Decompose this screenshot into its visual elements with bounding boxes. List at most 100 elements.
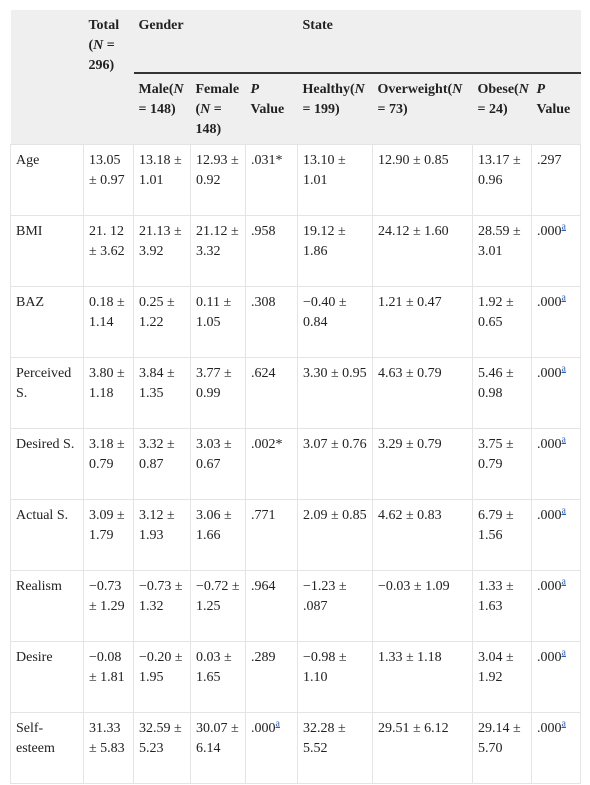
footnote-link[interactable]: a [561,434,566,446]
header-text: Obese( [477,82,519,97]
cell: 1.92 ± 0.65 [472,286,532,358]
cell: 0.03 ± 1.65 [190,641,246,713]
cell: 0.18 ± 1.14 [83,286,134,358]
cell: 3.03 ± 0.67 [190,428,246,500]
cell: −1.23 ± .087 [297,570,373,642]
header-text: Overweight( [377,82,453,97]
footnote-link[interactable]: a [561,221,566,233]
cell: −0.98 ± 1.10 [297,641,373,713]
cell-value: .000 [537,295,562,310]
cell: 4.63 ± 0.79 [372,357,473,429]
header-text: N [93,38,104,53]
group-header: Gender [133,10,298,74]
header-text: Female ( [195,82,240,117]
table-row: Desire −0.08 ± 1.81 −0.20 ± 1.95 0.03 ± 1.6… [10,641,582,713]
total-header: Total (N = 296) [83,10,134,145]
table-row: Perceived S. 3.80 ± 1.18 3.84 ± 1.35 3.77 ±… [10,357,582,429]
column-header: P Value [531,73,581,145]
row-label: Desire [10,641,84,713]
column-header: Overweight(N = 73) [372,73,473,145]
header-text: = 73) [377,102,408,117]
header-text: = 24) [477,102,508,117]
cell: 29.14 ± 5.70 [472,712,532,784]
cell-value: .000 [537,721,562,736]
cell: .308 [245,286,298,358]
cell: 3.32 ± 0.87 [133,428,191,500]
group-header: State [297,10,581,74]
cell: 1.33 ± 1.63 [472,570,532,642]
cell: 3.75 ± 0.79 [472,428,532,500]
cell: 31.33 ± 5.83 [83,712,134,784]
row-label: Actual S. [10,499,84,571]
cell: 13.05 ± 0.97 [83,144,134,216]
cell-value: .000 [537,224,562,239]
header-text: = 148) [138,102,176,117]
cell: 21. 12 ± 3.62 [83,215,134,287]
header-text: = 148) [195,102,222,137]
footnote-link[interactable]: a [561,292,566,304]
column-header: P Value [245,73,298,145]
cell: .002* [245,428,298,500]
cell: 21.13 ± 3.92 [133,215,191,287]
cell: 28.59 ± 3.01 [472,215,532,287]
cell: .297 [530,144,582,216]
header-text: N [452,82,463,97]
footnote-link[interactable]: a [561,647,566,659]
cell: −0.03 ± 1.09 [372,570,473,642]
cell: 21.12 ± 3.32 [190,215,246,287]
cell-value: .000 [537,650,562,665]
table-row: BMI 21. 12 ± 3.62 21.13 ± 3.92 21.12 ± 3.32… [10,215,582,287]
cell: 3.09 ± 1.79 [83,499,134,571]
cell: 13.10 ± 1.01 [297,144,373,216]
cell: .964 [245,570,298,642]
header-text: = 199) [302,102,340,117]
footnote-link[interactable]: a [561,363,566,375]
corner-cell [10,10,84,145]
cell: 3.06 ± 1.66 [190,499,246,571]
header-text: N [354,82,365,97]
data-table: Total (N = 296) Gender State Male(N = 14… [10,10,582,784]
cell: 3.29 ± 0.79 [372,428,473,500]
header-text: N [173,82,184,97]
cell: −0.08 ± 1.81 [83,641,134,713]
table-row: BAZ 0.18 ± 1.14 0.25 ± 1.22 0.11 ± 1.05.308… [10,286,582,358]
cell: 12.90 ± 0.85 [372,144,473,216]
table-row: Desired S. 3.18 ± 0.79 3.32 ± 0.87 3.03 ± 0… [10,428,582,500]
column-header: Obese(N = 24) [472,73,532,145]
cell: 13.18 ± 1.01 [133,144,191,216]
cell: .000a [530,570,582,642]
cell-value: .000 [537,508,562,523]
table-row: Realism −0.73 ± 1.29 −0.73 ± 1.32 −0.72 ± 1… [10,570,582,642]
cell: 3.18 ± 0.79 [83,428,134,500]
cell: 24.12 ± 1.60 [372,215,473,287]
cell: −0.40 ± 0.84 [297,286,373,358]
cell: −0.73 ± 1.29 [83,570,134,642]
cell-value: .000 [537,366,562,381]
cell: 19.12 ± 1.86 [297,215,373,287]
cell: .771 [245,499,298,571]
cell: 32.59 ± 5.23 [133,712,191,784]
cell: 12.93 ± 0.92 [190,144,246,216]
cell: 3.07 ± 0.76 [297,428,373,500]
footnote-link[interactable]: a [275,718,280,730]
cell: .289 [245,641,298,713]
cell: 5.46 ± 0.98 [472,357,532,429]
cell: 30.07 ± 6.14 [190,712,246,784]
table-row: Self-esteem 31.33 ± 5.83 32.59 ± 5.23 30.07… [10,712,582,784]
header-text: Healthy( [302,82,355,97]
cell: 3.30 ± 0.95 [297,357,373,429]
header-text: P [250,82,260,97]
row-label: BAZ [10,286,84,358]
cell: 1.21 ± 0.47 [372,286,473,358]
header-text: Value [536,102,571,117]
footnote-link[interactable]: a [561,505,566,517]
cell: 0.11 ± 1.05 [190,286,246,358]
footnote-link[interactable]: a [561,576,566,588]
cell: .000a [530,499,582,571]
cell: 32.28 ± 5.52 [297,712,373,784]
cell: −0.20 ± 1.95 [133,641,191,713]
header-text: Total ( [88,18,120,53]
header-text: N [200,102,211,117]
footnote-link[interactable]: a [561,718,566,730]
